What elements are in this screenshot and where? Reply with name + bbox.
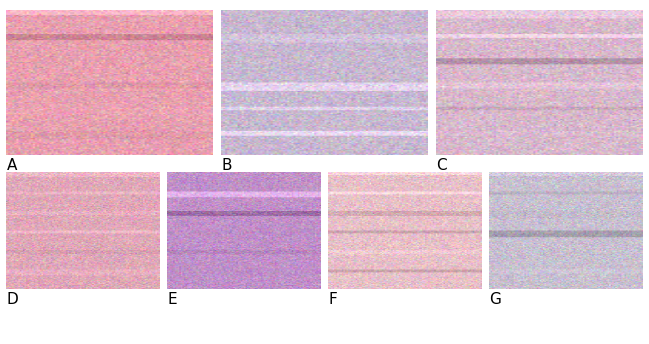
Text: C: C (435, 158, 447, 173)
Text: A: A (6, 158, 17, 173)
Text: G: G (489, 292, 501, 308)
Text: F: F (328, 292, 337, 308)
Text: E: E (167, 292, 177, 308)
Text: B: B (221, 158, 232, 173)
Text: D: D (6, 292, 18, 308)
